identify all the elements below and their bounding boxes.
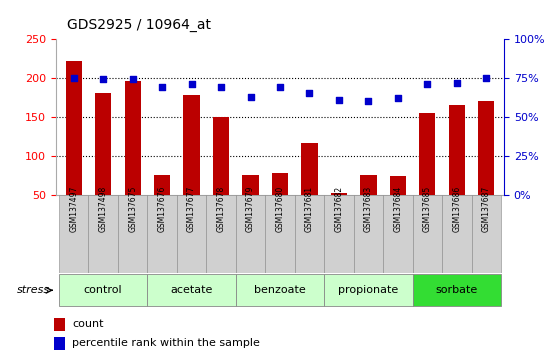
Point [217,84,226,90]
Text: propionate: propionate [338,285,399,295]
Bar [324,195,354,273]
Bar [206,195,236,273]
Text: GSM137684: GSM137684 [393,186,403,232]
Bar [472,195,501,273]
Bar [236,274,324,306]
Point [157,84,166,90]
Bar [66,61,82,195]
Text: GSM137497: GSM137497 [69,186,78,232]
Text: GSM137685: GSM137685 [423,186,432,232]
Point [482,75,491,81]
Text: GSM137498: GSM137498 [99,186,108,232]
Text: GSM137683: GSM137683 [364,186,373,232]
Point [246,94,255,99]
Bar [419,113,436,195]
Text: GSM137679: GSM137679 [246,186,255,232]
Bar [324,274,413,306]
Bar [354,195,383,273]
Point [187,81,196,87]
Bar [54,318,66,331]
Text: benzoate: benzoate [254,285,306,295]
Bar [147,274,236,306]
Bar [242,175,259,195]
Bar [177,195,206,273]
Bar [213,117,229,195]
Point [452,80,461,85]
Bar [449,105,465,195]
Bar [95,93,111,195]
Bar [54,337,66,350]
Point [99,76,108,82]
Text: sorbate: sorbate [436,285,478,295]
Text: GSM137681: GSM137681 [305,186,314,232]
Text: acetate: acetate [170,285,213,295]
Bar [59,195,88,273]
Point [276,84,284,90]
Bar [413,195,442,273]
Bar [413,274,501,306]
Bar [236,195,265,273]
Text: percentile rank within the sample: percentile rank within the sample [72,338,260,348]
Bar [383,195,413,273]
Point [364,98,373,104]
Bar [118,195,147,273]
Bar [295,195,324,273]
Bar [360,175,376,195]
Text: GSM137686: GSM137686 [452,186,461,232]
Text: stress: stress [17,285,50,295]
Text: count: count [72,319,104,329]
Bar [147,195,177,273]
Bar [184,95,200,195]
Bar [442,195,472,273]
Point [305,91,314,96]
Bar [59,274,147,306]
Bar [478,101,494,195]
Bar [301,143,318,195]
Point [128,76,137,82]
Point [334,97,343,103]
Bar [331,193,347,195]
Bar [88,195,118,273]
Point [423,81,432,87]
Text: GSM137677: GSM137677 [187,186,196,232]
Bar [154,175,170,195]
Point [394,95,403,101]
Bar [265,195,295,273]
Text: GSM137676: GSM137676 [157,186,167,232]
Text: control: control [84,285,123,295]
Bar [124,81,141,195]
Text: GDS2925 / 10964_at: GDS2925 / 10964_at [67,18,211,32]
Text: GSM137678: GSM137678 [217,186,226,232]
Text: GSM137675: GSM137675 [128,186,137,232]
Point [69,75,78,81]
Text: GSM137680: GSM137680 [276,186,284,232]
Bar [272,173,288,195]
Bar [390,176,406,195]
Text: GSM137687: GSM137687 [482,186,491,232]
Text: GSM137682: GSM137682 [334,186,343,232]
